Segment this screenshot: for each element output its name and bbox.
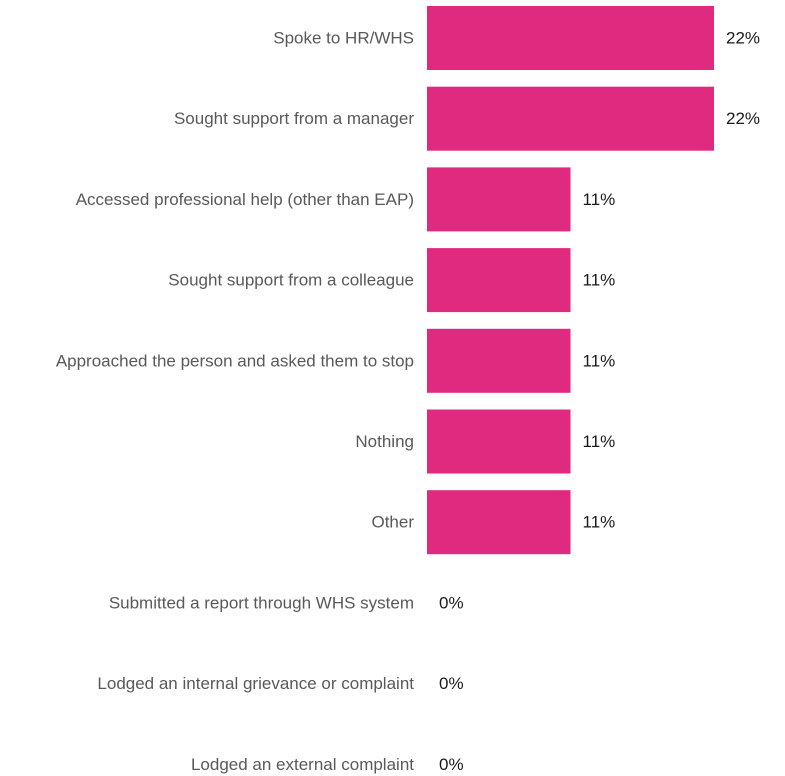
value-label-1: 22% — [726, 109, 760, 128]
value-label-4: 11% — [583, 351, 616, 370]
bar-6 — [427, 490, 571, 555]
value-label-3: 11% — [583, 271, 616, 290]
value-label-2: 11% — [583, 190, 616, 209]
category-label-2: Accessed professional help (other than E… — [76, 190, 414, 209]
bar-5 — [427, 409, 571, 474]
value-label-7: 0% — [439, 593, 464, 612]
value-label-0: 22% — [726, 29, 760, 48]
category-labels: Spoke to HR/WHS Sought support from a man… — [56, 29, 415, 774]
bar-0 — [427, 6, 714, 70]
category-label-4: Approached the person and asked them to … — [56, 351, 414, 370]
bar-1 — [427, 86, 714, 151]
category-label-8: Lodged an internal grievance or complain… — [97, 674, 414, 693]
value-label-8: 0% — [439, 674, 464, 693]
category-label-9: Lodged an external complaint — [191, 755, 414, 774]
bar-3 — [427, 248, 571, 313]
category-label-3: Sought support from a colleague — [168, 271, 414, 290]
category-label-0: Spoke to HR/WHS — [273, 29, 414, 48]
bars — [427, 6, 714, 555]
value-label-5: 11% — [583, 432, 616, 451]
bar-4 — [427, 328, 571, 393]
value-label-6: 11% — [583, 513, 616, 532]
value-labels: 22% 22% 11% 11% 11% 11% 11% 0% 0% 0% — [439, 29, 760, 774]
bar-2 — [427, 167, 571, 232]
category-label-6: Other — [371, 513, 414, 532]
category-label-5: Nothing — [355, 432, 414, 451]
value-label-9: 0% — [439, 755, 464, 774]
category-label-7: Submitted a report through WHS system — [109, 593, 414, 612]
category-label-1: Sought support from a manager — [174, 109, 414, 128]
